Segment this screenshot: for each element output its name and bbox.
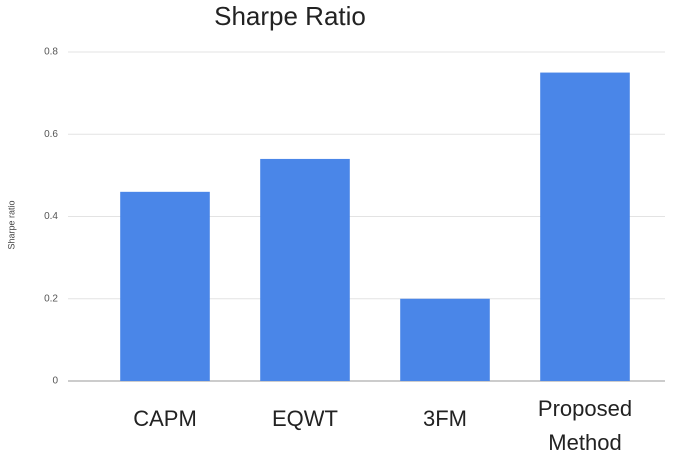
- y-tick-label: 0.4: [44, 211, 58, 222]
- y-tick-label: 0.6: [44, 129, 58, 140]
- bar: [260, 158, 350, 381]
- bar: [540, 72, 630, 381]
- y-tick-label: 0.8: [44, 47, 58, 58]
- x-tick-label: CAPM: [133, 406, 197, 431]
- y-tick-label: 0: [52, 376, 58, 387]
- chart-title: Sharpe Ratio: [214, 1, 366, 31]
- x-tick-label: 3FM: [423, 406, 467, 431]
- bar: [400, 298, 490, 381]
- x-tick-label: EQWT: [272, 406, 338, 431]
- y-axis-label: Sharpe ratio: [6, 200, 16, 249]
- bar: [120, 191, 210, 381]
- y-tick-label: 0.2: [44, 293, 58, 304]
- x-tick-label: Proposed Method: [538, 396, 632, 455]
